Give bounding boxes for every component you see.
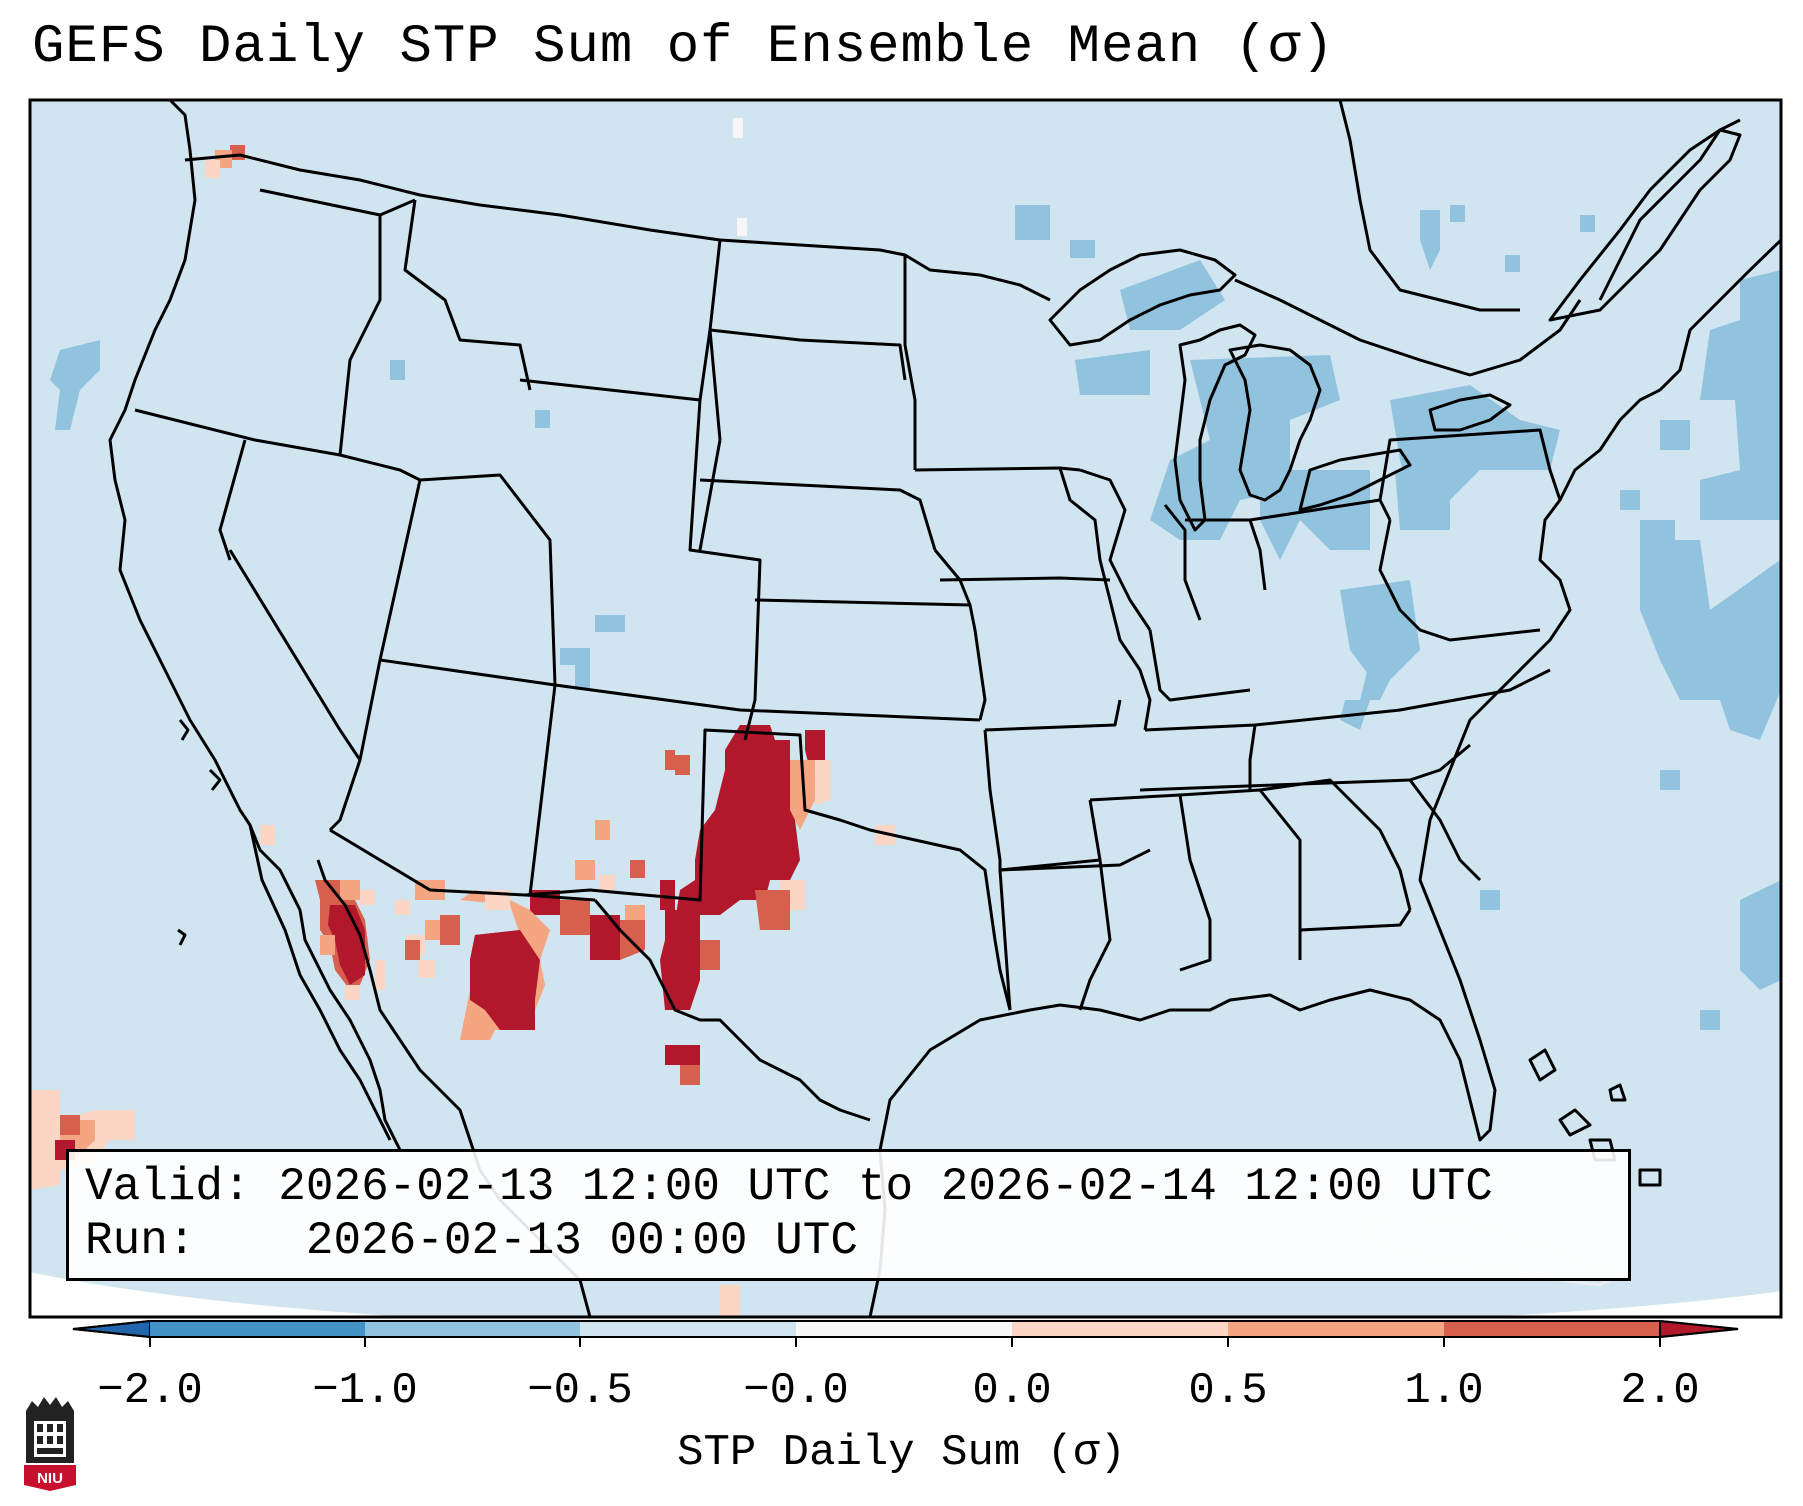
valid-run-info-box: Valid: 2026-02-13 12:00 UTC to 2026-02-1…: [66, 1149, 1631, 1281]
colorbar-bin-6: [1228, 1321, 1444, 1337]
positive-anomaly-cells: [30, 118, 895, 1317]
colorbar-under-arrow: [72, 1319, 151, 1339]
niu-logo: NIU: [24, 1397, 76, 1491]
colorbar-tick-label: 2.0: [1620, 1366, 1700, 1416]
valid-range: 2026-02-13 12:00 UTC to 2026-02-14 12:00…: [278, 1161, 1493, 1213]
colorbar-label: STP Daily Sum (σ): [677, 1428, 1126, 1478]
colorbar-bin-5: [1012, 1321, 1228, 1337]
map-frame-border: [28, 98, 1783, 1319]
colorbar-tick-label: −2.0: [97, 1366, 203, 1416]
colorbar-tick-label: 0.0: [972, 1366, 1052, 1416]
colorbar-tick-label: −0.0: [743, 1366, 849, 1416]
colorbar-tick-label: 1.0: [1404, 1366, 1484, 1416]
map-title: GEFS Daily STP Sum of Ensemble Mean (σ): [32, 17, 1335, 78]
positive-core-southern-plains: [675, 725, 805, 930]
colorbar-bin-2: [365, 1321, 580, 1337]
colorbar-bin-3: [580, 1321, 796, 1337]
colorbar-over-arrow: [1659, 1319, 1739, 1339]
run-time: 2026-02-13 00:00 UTC: [305, 1215, 858, 1268]
colorbar-tick-label: 0.5: [1188, 1366, 1268, 1416]
run-label: Run:: [85, 1215, 196, 1268]
colorbar-tick-label: −0.5: [527, 1366, 633, 1416]
colorbar-bin-7: [1444, 1321, 1660, 1337]
valid-label: Valid:: [85, 1161, 251, 1213]
colorbar-bin-1: [150, 1321, 365, 1337]
colorbar-tick-label: −1.0: [312, 1366, 418, 1416]
colorbar: [72, 1319, 1739, 1347]
niu-logo-text: NIU: [37, 1470, 63, 1487]
colorbar-bin-4: [796, 1321, 1012, 1337]
